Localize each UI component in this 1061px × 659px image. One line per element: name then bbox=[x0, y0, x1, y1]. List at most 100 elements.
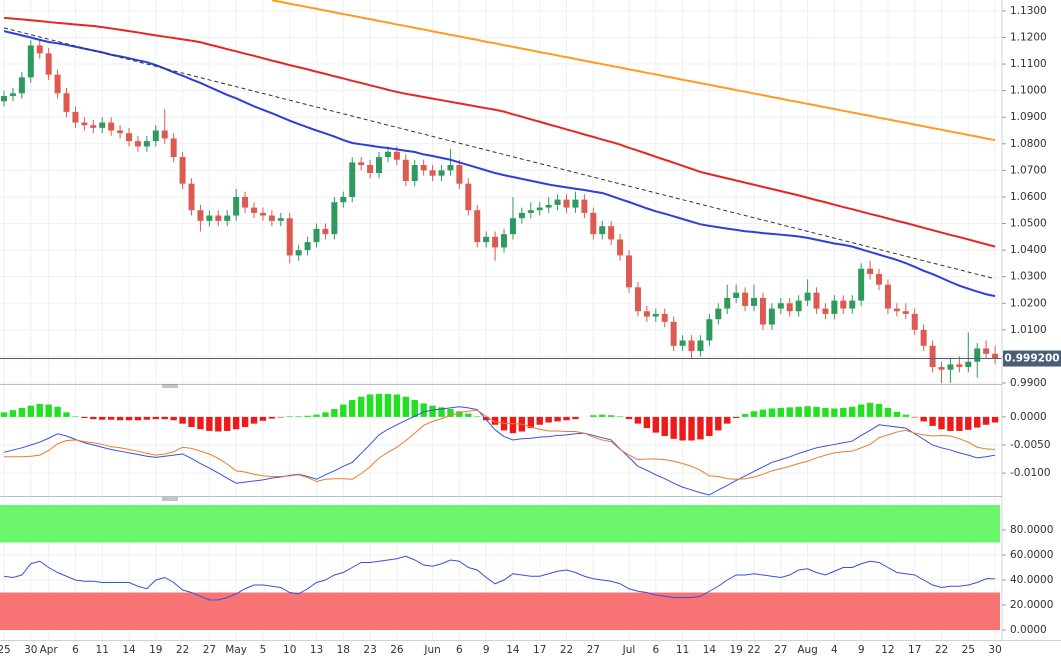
histogram-bar bbox=[322, 412, 329, 417]
grid bbox=[0, 0, 1000, 640]
histogram-bar bbox=[125, 416, 133, 421]
histogram-bar bbox=[679, 416, 686, 441]
x-tick-label: 27 bbox=[587, 644, 600, 656]
candle-body bbox=[474, 210, 481, 243]
candle-body bbox=[9, 93, 16, 96]
candle-body bbox=[143, 141, 150, 147]
histogram-bar bbox=[929, 416, 936, 426]
histogram-bar bbox=[331, 409, 338, 417]
candle-body bbox=[947, 364, 954, 370]
histogram-bar bbox=[420, 403, 427, 417]
histogram-bar bbox=[536, 416, 543, 425]
x-tick-label: Jul bbox=[622, 644, 636, 656]
histogram-bar bbox=[313, 414, 320, 417]
histogram-bar bbox=[474, 416, 481, 417]
candle-body bbox=[795, 300, 802, 312]
histogram-bar bbox=[268, 416, 276, 419]
histogram-bar bbox=[893, 411, 901, 417]
last-price-label: 0.999200 bbox=[1004, 353, 1059, 365]
x-tick-label: 27 bbox=[774, 644, 787, 656]
marks bbox=[0, 0, 1002, 601]
candle-body bbox=[295, 250, 302, 256]
y-tick-label: 1.0500 bbox=[1010, 218, 1047, 230]
histogram-bar bbox=[366, 394, 374, 417]
x-tick-label: 6 bbox=[72, 644, 79, 656]
histogram-bar bbox=[429, 405, 436, 417]
histogram-bar bbox=[849, 406, 856, 417]
panel-grip[interactable] bbox=[162, 497, 178, 501]
histogram-bar bbox=[590, 415, 597, 417]
candle-body bbox=[63, 93, 70, 112]
histogram-bar bbox=[768, 408, 776, 417]
last-price-box bbox=[1003, 350, 1061, 367]
candle-body bbox=[384, 151, 391, 158]
histogram-bar bbox=[956, 416, 963, 431]
candle-body bbox=[938, 367, 945, 370]
x-tick-label: 17 bbox=[533, 644, 546, 656]
candle-body bbox=[652, 313, 659, 317]
histogram-bar bbox=[697, 416, 704, 440]
band bbox=[0, 592, 1000, 630]
y-tick-label: 1.1100 bbox=[1010, 58, 1047, 70]
x-tick-label: 25 bbox=[0, 644, 11, 656]
candle-body bbox=[188, 183, 195, 211]
histogram-bar bbox=[866, 402, 874, 417]
candle-body bbox=[992, 353, 999, 359]
histogram-bar bbox=[36, 403, 43, 417]
line bbox=[3, 555, 996, 601]
histogram-bar bbox=[90, 416, 97, 420]
histogram-bar bbox=[232, 416, 240, 430]
histogram-bar bbox=[875, 403, 883, 417]
candle-body bbox=[1, 95, 8, 102]
histogram-bar bbox=[777, 407, 785, 417]
x-tick-label: 22 bbox=[935, 644, 948, 656]
histogram-bar bbox=[0, 412, 8, 417]
candle-body bbox=[893, 308, 900, 312]
histogram-bar bbox=[920, 416, 927, 422]
x-tick-label: 12 bbox=[881, 644, 894, 656]
histogram-bar bbox=[438, 407, 445, 417]
histogram-bar bbox=[134, 416, 142, 421]
x-tick-label: 22 bbox=[747, 644, 760, 656]
candle-body bbox=[679, 340, 686, 346]
candle-body bbox=[465, 183, 472, 211]
candle-body bbox=[411, 165, 418, 182]
x-tick-label: 22 bbox=[176, 644, 189, 656]
y-tick-label: 1.1200 bbox=[1010, 31, 1047, 43]
x-tick-label: 18 bbox=[337, 644, 350, 656]
candle-body bbox=[438, 170, 445, 176]
candle-body bbox=[126, 133, 133, 142]
histogram-bar bbox=[670, 416, 677, 439]
candle-body bbox=[286, 218, 293, 256]
panel-grip[interactable] bbox=[162, 384, 178, 388]
x-tick-label: 6 bbox=[456, 644, 463, 656]
histogram-bar bbox=[947, 416, 954, 431]
line bbox=[4, 409, 996, 483]
histogram-bar bbox=[250, 416, 258, 424]
candle-body bbox=[902, 311, 909, 314]
x-tick-label: Jun bbox=[423, 644, 440, 656]
histogram-bar bbox=[545, 416, 552, 423]
x-tick-label: 4 bbox=[831, 644, 838, 656]
candle-body bbox=[340, 196, 347, 203]
histogram-bar bbox=[724, 416, 731, 424]
candle-body bbox=[233, 196, 240, 216]
y-tick-label: 0.9900 bbox=[1010, 377, 1047, 389]
candle-body bbox=[447, 165, 454, 171]
candle-body bbox=[715, 308, 722, 320]
histogram-bar bbox=[116, 416, 124, 421]
candle-body bbox=[393, 151, 400, 160]
histogram-bar bbox=[215, 416, 222, 432]
histogram-bar bbox=[81, 416, 88, 419]
histogram-bar bbox=[9, 410, 17, 417]
candle-body bbox=[804, 292, 811, 301]
histogram-bar bbox=[197, 416, 204, 430]
candle-body bbox=[376, 157, 383, 174]
x-tick-label: 11 bbox=[96, 644, 109, 656]
x-tick-label: 11 bbox=[676, 644, 689, 656]
candle-body bbox=[501, 234, 508, 248]
candle-body bbox=[929, 345, 936, 368]
histogram-bar bbox=[599, 414, 606, 417]
